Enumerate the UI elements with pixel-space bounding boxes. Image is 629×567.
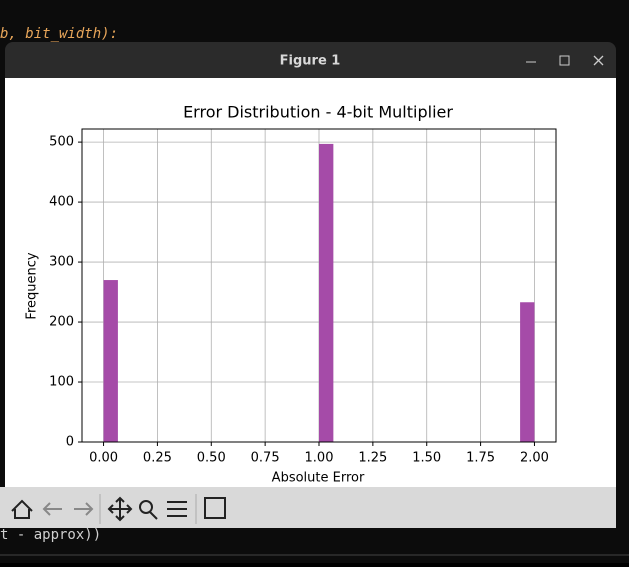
x-tick-label: 0.50 (197, 451, 226, 466)
axes-frame (81, 128, 557, 443)
y-tick-label: 400 (49, 195, 74, 210)
x-tick-label: 1.50 (412, 451, 441, 466)
forward-button[interactable] (74, 502, 94, 516)
code-line: t - approx)) (0, 527, 101, 543)
back-button[interactable] (42, 502, 62, 516)
bar (520, 302, 535, 442)
x-tick-label: 0.25 (143, 451, 172, 466)
y-tick-label: 200 (49, 315, 74, 330)
zoom-handle (149, 511, 158, 520)
x-tick-label: 1.75 (466, 451, 495, 466)
x-tick-label: 0.75 (251, 451, 280, 466)
code-line: b, bit_width): (0, 26, 118, 42)
x-tick-label: 0.00 (89, 451, 118, 466)
save-button[interactable] (204, 497, 226, 519)
zoom-button[interactable] (139, 500, 153, 514)
y-tick-label: 100 (49, 375, 74, 390)
y-tick-label: 300 (49, 255, 74, 270)
toolbar (0, 487, 616, 528)
home-button[interactable] (11, 499, 33, 519)
y-tick-label: 500 (49, 135, 74, 150)
x-tick-label: 2.00 (520, 451, 549, 466)
maximize-button[interactable] (559, 55, 570, 66)
pan-button[interactable] (107, 496, 133, 522)
chart-title: Error Distribution - 4-bit Multiplier (183, 103, 453, 122)
y-axis-label: Frequency (25, 252, 40, 319)
y-tick-label: 0 (66, 435, 74, 450)
x-axis-label: Absolute Error (272, 471, 365, 486)
bar (103, 280, 118, 442)
x-tick-label: 1.25 (358, 451, 387, 466)
x-tick-label: 1.00 (305, 451, 334, 466)
configure-button[interactable] (167, 501, 187, 517)
close-button[interactable] (593, 55, 604, 66)
bar (319, 143, 334, 442)
window-title: Figure 1 (280, 54, 341, 69)
